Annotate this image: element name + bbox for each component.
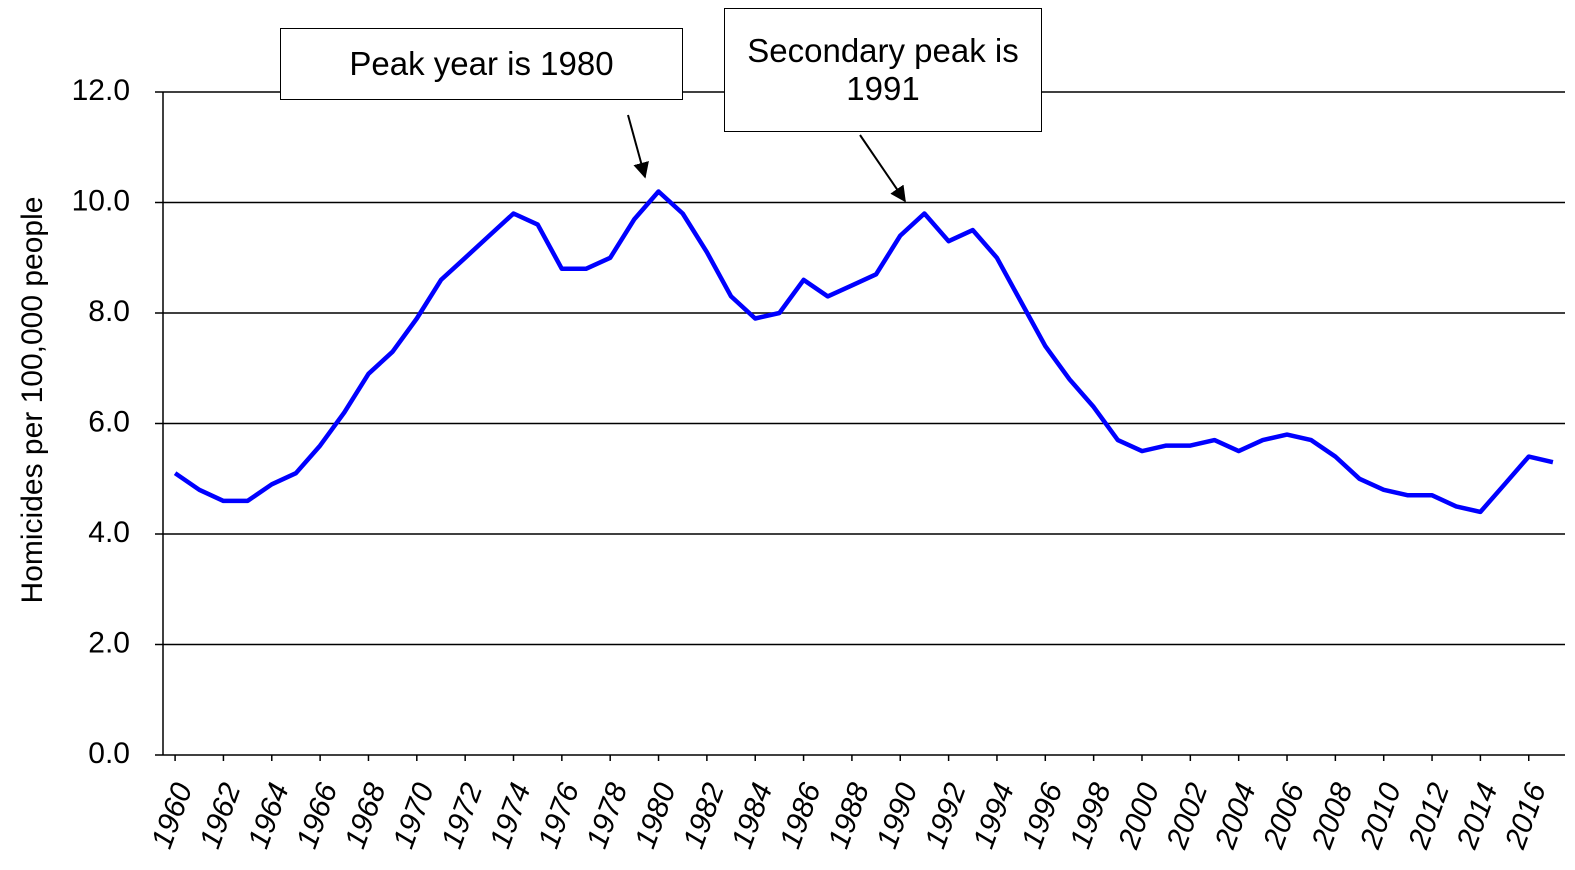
x-tick-label: 1978 — [580, 779, 634, 853]
line-series — [173, 189, 1554, 515]
y-tick-label: 0.0 — [88, 737, 130, 770]
y-tick-label: 4.0 — [88, 516, 130, 549]
x-tick-label: 2006 — [1257, 779, 1311, 854]
x-tick-label: 1984 — [725, 779, 779, 853]
x-tick-label: 1972 — [435, 779, 489, 853]
x-tick-label: 2010 — [1354, 779, 1408, 854]
x-tick-label: 1962 — [194, 779, 248, 853]
x-tick-label: 1966 — [290, 779, 344, 853]
x-tick-label: 2012 — [1402, 779, 1456, 854]
x-tick-label: 1974 — [484, 779, 538, 853]
x-tick-label: 1964 — [242, 779, 296, 853]
arrow — [627, 114, 649, 179]
x-tick-label: 2004 — [1209, 779, 1263, 854]
x-tick-label: 1986 — [774, 779, 828, 853]
y-tick-label: 10.0 — [72, 184, 130, 217]
y-axis-label: Homicides per 100,000 people — [16, 197, 49, 604]
x-tick-label: 1982 — [677, 779, 731, 853]
x-tick-label: 1992 — [919, 779, 973, 853]
y-tick-label: 12.0 — [72, 74, 130, 107]
x-tick-label: 1994 — [967, 779, 1021, 853]
x-tick-label: 1998 — [1064, 779, 1118, 853]
x-tick-label: 2016 — [1499, 779, 1553, 854]
x-tick-label: 1990 — [870, 779, 924, 853]
y-tick-label: 8.0 — [88, 295, 130, 328]
x-tick-label: 2000 — [1112, 779, 1166, 854]
y-tick-label: 6.0 — [88, 405, 130, 438]
x-tick-label: 2008 — [1305, 779, 1359, 854]
x-tick-label: 1968 — [339, 779, 393, 853]
x-tick-label: 1996 — [1015, 779, 1069, 853]
annotation: Peak year is 1980 — [280, 28, 683, 100]
y-tick-label: 2.0 — [88, 626, 130, 659]
x-tick-label: 2014 — [1450, 779, 1504, 854]
x-tick-label: 1976 — [532, 779, 586, 853]
x-tick-label: 1988 — [822, 779, 876, 853]
x-tick-label: 1970 — [387, 779, 441, 853]
annotation: Secondary peak is 1991 — [724, 8, 1042, 132]
arrow — [859, 134, 906, 203]
x-tick-label: 2002 — [1160, 779, 1214, 854]
x-tick-label: 1980 — [629, 779, 683, 853]
x-tick-label: 1960 — [145, 779, 199, 853]
plot-area: 0.02.04.06.08.010.012.019601962196419661… — [72, 74, 1565, 854]
